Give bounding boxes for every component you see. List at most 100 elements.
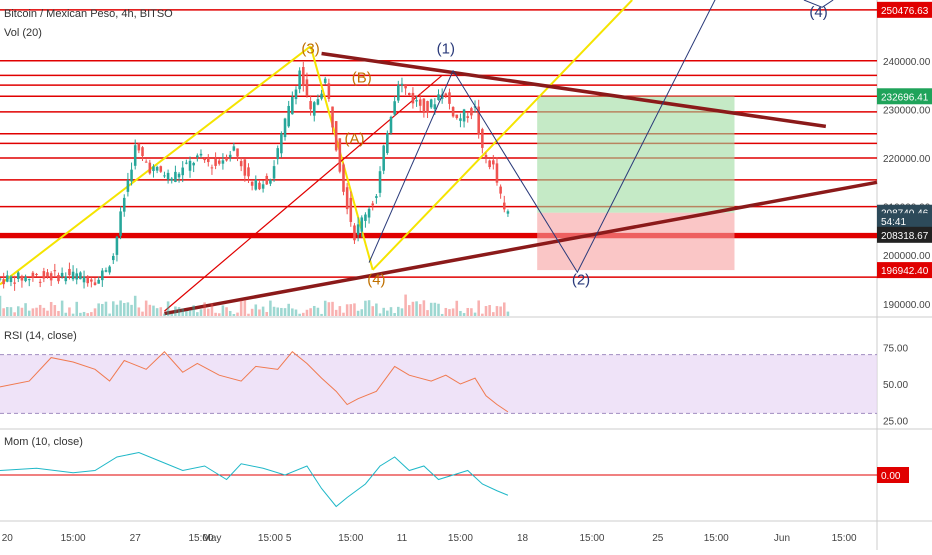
- volume-bar: [115, 304, 119, 316]
- candle-body: [298, 70, 301, 90]
- candle-body: [97, 279, 100, 284]
- candle-body: [104, 270, 108, 272]
- volume-bar: [477, 300, 480, 316]
- volume-bar: [499, 306, 502, 316]
- candle-body: [0, 278, 2, 280]
- volume-bar: [506, 311, 510, 316]
- candle-body: [477, 106, 480, 134]
- candle-body: [49, 273, 53, 281]
- volume-bar: [13, 312, 16, 316]
- volume-bar: [378, 313, 382, 316]
- volume-bar: [236, 312, 239, 316]
- candle-body: [492, 160, 495, 165]
- candle-body: [188, 160, 192, 171]
- candle-body: [334, 121, 338, 151]
- volume-bar: [243, 300, 247, 316]
- candle-body: [499, 186, 502, 194]
- candle-body: [35, 273, 38, 276]
- candle-body: [294, 89, 298, 100]
- volume-bar: [119, 300, 122, 316]
- time-tick-label: May: [202, 533, 221, 544]
- volume-bar: [342, 312, 345, 316]
- volume-bar: [137, 307, 141, 316]
- candle-body: [75, 273, 79, 280]
- candle-body: [166, 172, 170, 180]
- candle-body: [254, 179, 258, 190]
- volume-bar: [155, 308, 159, 316]
- candle-body: [309, 101, 312, 110]
- rsi-tick-label: 25.00: [883, 417, 908, 428]
- volume-bar: [258, 309, 261, 316]
- candle-body: [228, 154, 232, 158]
- candle-body: [2, 279, 5, 285]
- volume-bar: [254, 304, 258, 316]
- candle-body: [451, 107, 455, 117]
- candle-body: [9, 276, 13, 283]
- candle-body: [236, 148, 239, 157]
- candle-body: [141, 147, 144, 157]
- candle-body: [422, 98, 426, 113]
- candle-body: [378, 171, 382, 193]
- volume-bar: [79, 312, 82, 316]
- candle-body: [90, 279, 93, 282]
- volume-bar: [60, 300, 64, 316]
- candle-body: [455, 114, 459, 119]
- volume-bar: [101, 303, 104, 316]
- candle-body: [389, 116, 393, 133]
- volume-bar: [382, 307, 385, 316]
- time-tick-label: 15:00: [448, 533, 473, 544]
- candle-body: [137, 143, 141, 151]
- volume-bar: [404, 294, 407, 316]
- candle-body: [459, 118, 462, 121]
- price-tag-label: 54:41: [881, 217, 906, 228]
- volume-bar: [16, 306, 20, 316]
- candle-body: [210, 167, 214, 169]
- candle-body: [400, 83, 404, 86]
- volume-bar: [287, 303, 290, 316]
- volume-bar: [448, 309, 451, 316]
- candle-body: [144, 161, 148, 163]
- volume-bar: [276, 307, 279, 316]
- candle-body: [407, 93, 411, 96]
- candle-body: [437, 94, 440, 101]
- wave-label: (4): [809, 4, 827, 21]
- wave-projection: [452, 0, 716, 274]
- candle-body: [411, 92, 415, 104]
- volume-bar: [470, 308, 473, 316]
- time-tick-label: 5: [286, 533, 292, 544]
- time-tick-label: 27: [130, 533, 142, 544]
- volume-bar: [345, 304, 349, 316]
- candle-body: [155, 166, 159, 171]
- volume-bar: [397, 306, 400, 316]
- candle-body: [338, 138, 342, 172]
- volume-bar: [210, 303, 214, 316]
- price-tag-label: 208318.67: [881, 231, 929, 242]
- volume-bar: [459, 310, 462, 316]
- wave-label: (3): [301, 40, 319, 57]
- volume-bar: [2, 308, 5, 316]
- volume-bar: [426, 310, 429, 316]
- time-tick-label: 15:00: [61, 533, 86, 544]
- volume-bar: [166, 301, 170, 316]
- candle-body: [283, 118, 287, 138]
- candle-body: [181, 167, 184, 176]
- momentum-label: Mom (10, close): [4, 436, 83, 448]
- candle-body: [265, 175, 269, 185]
- volume-bar: [31, 308, 35, 316]
- candle-body: [170, 178, 174, 181]
- candle-body: [481, 129, 484, 148]
- price-tick-label: 240000.00: [883, 57, 931, 68]
- candle-body: [302, 67, 305, 86]
- candle-body: [250, 181, 254, 186]
- volume-bar: [133, 295, 137, 316]
- volume-bar: [196, 312, 199, 316]
- volume-bar: [57, 310, 60, 316]
- volume-bar: [82, 311, 86, 316]
- candle-body: [349, 197, 353, 222]
- candle-body: [101, 270, 104, 281]
- wave-projection: [803, 0, 834, 8]
- candle-body: [108, 266, 111, 273]
- candle-body: [462, 109, 466, 122]
- volume-bar: [46, 310, 49, 316]
